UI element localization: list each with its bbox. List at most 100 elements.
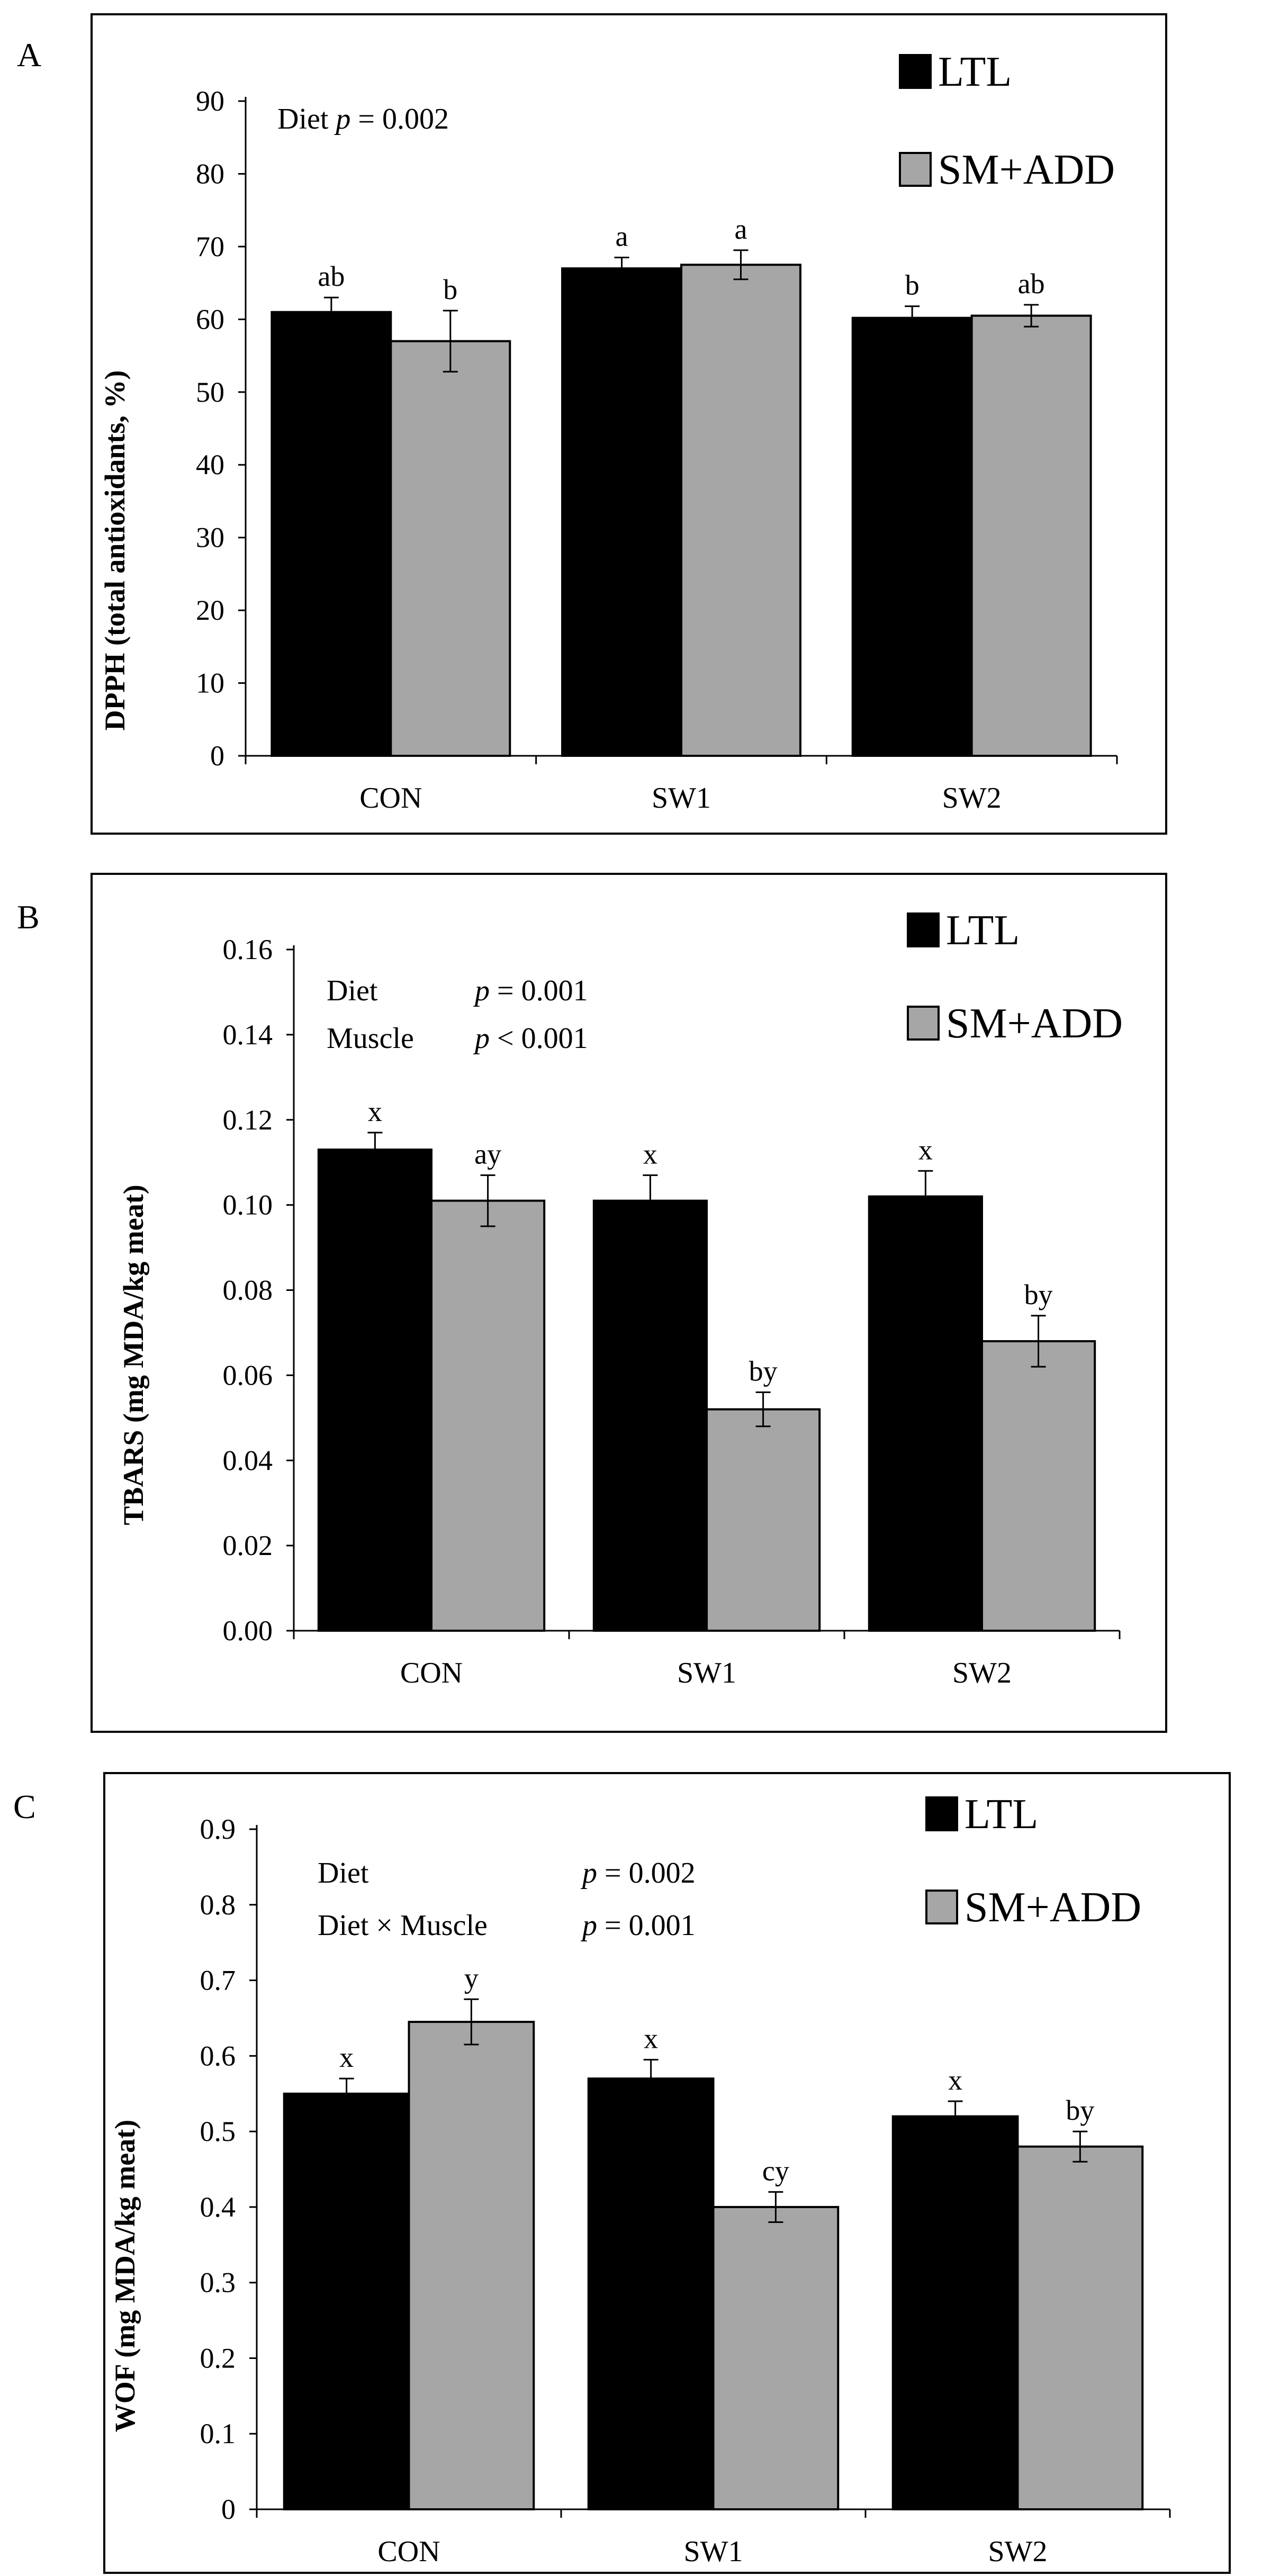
y-tick-label: 0.02 [223, 1530, 273, 1561]
y-tick-label: 0.1 [200, 2418, 236, 2450]
bar-sm-add-sw2 [981, 1340, 1096, 1632]
y-tick-label: 70 [196, 231, 224, 263]
legend-swatch-ltl [907, 912, 940, 947]
significance-letter: a [734, 213, 747, 245]
annotation-rest: = 0.002 [597, 1857, 696, 1890]
x-category-label: SW2 [942, 782, 1002, 815]
y-axis-label: DPPH (total antioxidants, %) [99, 370, 131, 731]
annotation-value: p = 0.001 [473, 974, 588, 1007]
x-category-label: CON [400, 1657, 463, 1689]
significance-letter: x [368, 1096, 382, 1127]
x-category-label: SW2 [952, 1657, 1012, 1689]
legend-label: LTL [964, 1791, 1038, 1838]
bar-sm-add-sw2 [970, 314, 1092, 757]
legend-swatch-ltl [925, 1796, 958, 1831]
annotation-value: p < 0.001 [473, 1022, 588, 1055]
y-tick-label: 0.4 [200, 2191, 236, 2223]
y-tick-label: 30 [196, 522, 224, 554]
annotation-value: p = 0.001 [580, 1909, 696, 1942]
y-tick-label: 0.7 [200, 1965, 236, 1996]
bar-ltl-sw2 [891, 2115, 1019, 2511]
legend-swatch-sm-add [907, 1006, 940, 1041]
annotation-p: p [580, 1909, 597, 1942]
significance-letter: x [643, 1138, 657, 1170]
significance-letter: x [644, 2022, 658, 2054]
y-tick-label: 0.5 [200, 2116, 236, 2147]
legend-label: LTL [946, 907, 1020, 954]
significance-letter: x [339, 2041, 354, 2073]
y-tick-label: 0.9 [200, 1813, 236, 1845]
y-tick-label: 0 [210, 740, 224, 772]
bar-ltl-sw1 [561, 267, 682, 757]
annotation-p: p [333, 103, 350, 135]
y-tick-label: 0.12 [223, 1104, 273, 1136]
significance-letter: y [464, 1962, 479, 1994]
panel-c: C 0 0.1 0.2 0.3 0.4 0.5 0.6 0.7 0.8 0.9 WOF (mg MDA… [13, 1772, 1231, 2574]
y-axis-label: TBARS (mg MDA/kg meat) [118, 1185, 149, 1525]
annotation-value: p = 0.002 [580, 1857, 696, 1890]
bar-sm-add-sw1 [712, 2206, 840, 2510]
bar-ltl-sw2 [851, 317, 973, 757]
annotation-label: Diet [277, 103, 336, 135]
y-tick-label: 0.10 [223, 1189, 273, 1221]
y-tick-label: 0.00 [223, 1615, 273, 1647]
annotation-p: p [473, 974, 490, 1007]
x-category-label: SW1 [677, 1657, 736, 1689]
bar-sm-add-sw2 [1016, 2145, 1144, 2511]
annotation: Diet p = 0.002 [277, 103, 449, 135]
y-tick-label: 40 [196, 449, 224, 481]
panel-letter: A [17, 36, 41, 74]
significance-letter: x [948, 2064, 962, 2096]
y-tick-label: 60 [196, 303, 224, 335]
bar-sm-add-con [390, 340, 511, 757]
significance-letter: ab [318, 260, 345, 292]
y-tick-label: 0.6 [200, 2040, 236, 2072]
bar-ltl-sw2 [868, 1195, 984, 1632]
x-category-label: SW2 [988, 2535, 1048, 2568]
significance-letter: a [616, 221, 628, 252]
panel-frame [103, 1772, 1231, 2574]
y-tick-label: 0.8 [200, 1889, 236, 1921]
panel-frame [91, 13, 1167, 835]
legend-swatch-ltl [899, 54, 932, 89]
annotation-rest: = 0.002 [350, 103, 449, 135]
bar-sm-add-con [430, 1199, 546, 1632]
x-category-label: SW1 [652, 782, 711, 815]
bar-sm-add-sw1 [706, 1408, 821, 1632]
y-tick-label: 0.08 [223, 1275, 273, 1306]
annotation-label: Diet [318, 1857, 369, 1890]
y-tick-label: 10 [196, 667, 224, 699]
y-tick-label: 0.2 [200, 2342, 236, 2374]
y-tick-label: 0.3 [200, 2267, 236, 2299]
panel-letter: C [13, 1788, 36, 1825]
y-tick-label: 50 [196, 376, 224, 408]
legend-swatch-sm-add [899, 152, 932, 187]
y-tick-label: 0.16 [223, 934, 273, 965]
bar-ltl-con [271, 311, 392, 757]
panel-letter: B [17, 898, 40, 936]
bar-ltl-con [317, 1149, 432, 1632]
significance-letter: ab [1018, 268, 1045, 300]
x-category-label: CON [359, 782, 422, 815]
significance-letter: cy [762, 2155, 789, 2186]
y-tick-label: 0.04 [223, 1444, 273, 1476]
y-axis-label: WOF (mg MDA/kg meat) [109, 2120, 141, 2432]
x-category-label: SW1 [684, 2535, 743, 2568]
legend-label: LTL [938, 49, 1012, 95]
bar-ltl-sw1 [592, 1199, 708, 1632]
annotation-label: Muscle [327, 1022, 414, 1055]
panel-a: A 0 10 20 30 40 50 60 70 80 90 DPPH (total antioxid… [17, 13, 1167, 835]
significance-letter: by [1024, 1279, 1053, 1310]
bar-ltl-sw1 [587, 2077, 715, 2511]
annotation-p: p [580, 1857, 597, 1890]
y-tick-label: 80 [196, 158, 224, 189]
significance-letter: b [905, 269, 920, 301]
legend-label: SM+ADD [938, 147, 1115, 193]
bar-sm-add-con [408, 2021, 535, 2510]
significance-letter: x [918, 1134, 933, 1165]
significance-letter: by [1066, 2094, 1094, 2126]
annotation-rest: < 0.001 [490, 1022, 588, 1055]
legend-swatch-sm-add [925, 1890, 958, 1924]
y-tick-label: 0 [221, 2493, 236, 2525]
x-category-label: CON [377, 2535, 440, 2568]
